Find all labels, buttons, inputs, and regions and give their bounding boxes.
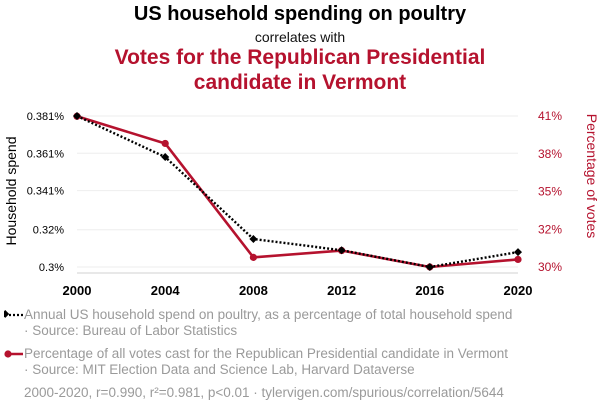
x-tick-label: 2016 [415,283,444,298]
x-tick-label: 2012 [327,283,356,298]
right-axis-tick-labels: 30% 32% 35% 38% 41% [538,109,562,274]
left-axis-title: Household spend [3,137,19,246]
line-chart: 0.3% 0.32% 0.341% 0.361% 0.381% 30% 32% 35% 38%… [3,109,600,298]
chart-subtitle: correlates with [254,29,346,45]
poultry-point [514,248,522,257]
left-tick-label: 0.341% [27,186,65,198]
left-tick-label: 0.3% [39,262,64,274]
legend-label-votes: Percentage of all votes cast for the Rep… [24,346,509,361]
x-tick-label: 2004 [151,283,181,298]
x-tick-label: 2000 [63,283,92,298]
legend-symbol-dotted-diamond [4,309,23,318]
poultry-point [73,112,81,120]
right-tick-label: 38% [538,147,562,161]
gridlines [77,115,518,268]
poultry-line [76,114,519,269]
series-republican-votes [73,112,522,271]
right-tick-label: 32% [538,222,562,236]
left-tick-label: 0.32% [33,225,64,237]
left-tick-label: 0.381% [27,111,65,123]
x-axis-tick-labels: 2000 2004 2008 2012 2016 2020 [63,283,533,298]
legend-source-poultry: · Source: Bureau of Labor Statistics [24,323,238,338]
poultry-point [249,235,258,244]
votes-point [161,139,169,148]
left-axis-tick-labels: 0.3% 0.32% 0.341% 0.361% 0.381% [27,111,65,274]
legend-symbol-solid-circle [4,350,23,358]
legend-item-poultry: Annual US household spend on poultry, as… [4,307,512,339]
legend-source-votes: · Source: MIT Election Data and Science … [24,362,415,377]
legend-label-poultry: Annual US household spend on poultry, as… [24,307,513,322]
x-tick-label: 2008 [239,283,268,298]
chart-title-secondary: Votes for the Republican Presidential ca… [0,45,600,95]
votes-point [249,253,257,261]
votes-point [514,255,522,264]
votes-line [76,115,519,269]
legend-item-votes: Percentage of all votes cast for the Rep… [4,346,508,378]
chart-title: US household spending on poultry [133,3,467,25]
chart-title-secondary-line1: Votes for the Republican Presidential [114,46,486,69]
right-tick-label: 30% [538,260,562,274]
x-tick-label: 2020 [504,283,533,298]
right-tick-label: 41% [538,109,562,123]
right-axis-title: Percentage of votes [584,114,600,239]
chart-title-secondary-line2: candidate in Vermont [193,71,407,94]
series-poultry-spend [73,112,522,271]
poultry-point [425,263,434,271]
left-tick-label: 0.361% [27,148,65,160]
footer-stats: 2000-2020, r=0.990, r²=0.981, p<0.01 · t… [24,385,504,400]
right-tick-label: 35% [538,185,562,199]
poultry-point [161,153,170,162]
poultry-point [337,246,346,255]
